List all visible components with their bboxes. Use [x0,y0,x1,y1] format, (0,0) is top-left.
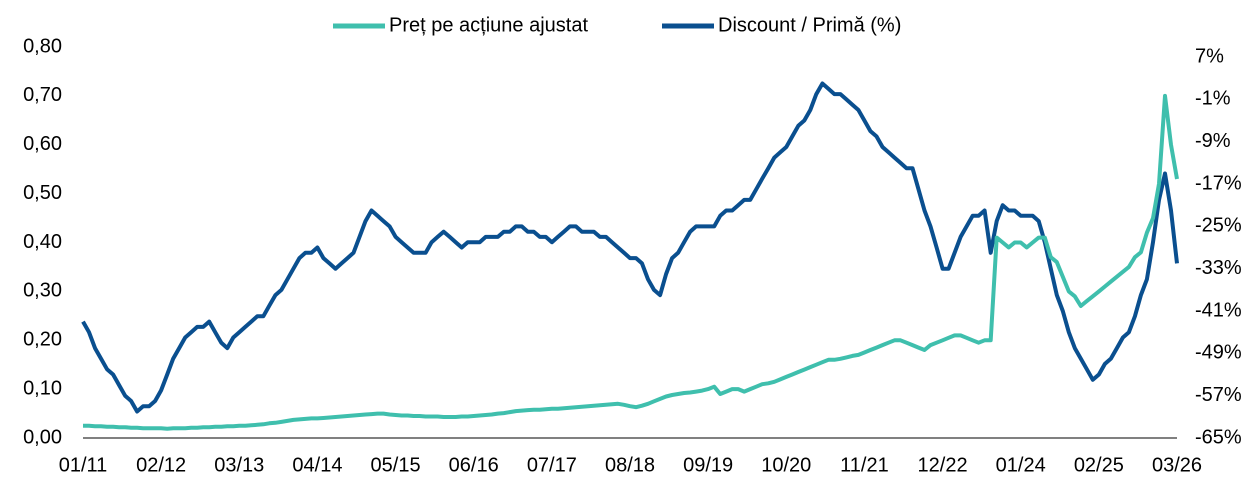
y-tick-label: 0,20 [23,329,62,351]
y-tick-label: 0,70 [23,84,62,106]
y-tick-label: 0,60 [23,133,62,155]
y-tick-label: 0,00 [23,426,62,448]
x-tick-label: 11/21 [840,454,889,476]
y-tick-label: 0,50 [23,182,62,204]
x-tick-label: 05/15 [371,454,421,476]
x-tick-label: 03/26 [1152,454,1202,476]
y2-tick-label: -65% [1195,426,1242,448]
y-tick-label: 0,30 [23,280,62,302]
x-tick-label: 09/19 [683,454,733,476]
y2-tick-label: -25% [1195,215,1242,237]
y-tick-label: 0,10 [23,377,62,399]
y2-tick-label: -1% [1195,88,1231,110]
y2-tick-label: 7% [1195,45,1224,67]
y2-tick-label: -33% [1195,257,1242,279]
legend-label: Preț pe acțiune ajustat [389,14,588,36]
y2-tick-label: -49% [1195,342,1242,364]
x-tick-label: 10/20 [761,454,811,476]
series-line [81,81,1179,414]
y2-tick-label: -9% [1195,130,1231,152]
y-tick-label: 0,40 [23,231,62,253]
x-tick-label: 06/16 [449,454,499,476]
y2-tick-label: -17% [1195,172,1242,194]
x-tick-label: 04/14 [292,454,342,476]
x-tick-label: 02/25 [1074,454,1124,476]
y2-tick-label: -57% [1195,384,1242,406]
x-tick-label: 03/13 [214,454,264,476]
legend-label: Discount / Primă (%) [718,14,901,36]
x-tick-label: 01/11 [59,454,108,476]
series-line [83,93,1179,431]
y2-tick-label: -41% [1195,299,1242,321]
x-tick-label: 07/17 [527,454,577,476]
x-tick-label: 01/24 [996,454,1046,476]
x-tick-label: 02/12 [136,454,186,476]
x-tick-label: 08/18 [605,454,655,476]
y-tick-label: 0,80 [23,35,62,57]
x-tick-label: 12/22 [918,454,968,476]
